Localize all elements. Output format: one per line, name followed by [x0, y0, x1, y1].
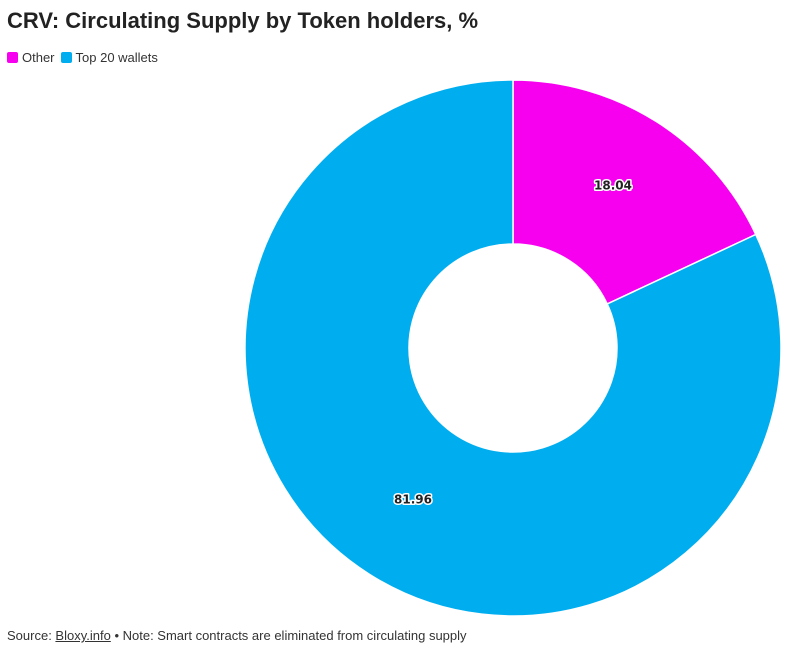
donut-slice-top-20-wallets[interactable] — [244, 79, 782, 617]
legend-label-top-20-wallets: Top 20 wallets — [75, 50, 158, 65]
slice-label-other: 18.04 — [594, 179, 632, 193]
footer-note: • Note: Smart contracts are eliminated f… — [110, 628, 467, 643]
chart-title: CRV: Circulating Supply by Token holders… — [7, 8, 479, 33]
legend-item-other[interactable]: Other — [7, 50, 55, 65]
legend-label-other: Other — [22, 50, 55, 65]
legend-item-top-20-wallets[interactable]: Top 20 wallets — [60, 50, 158, 65]
footer: Source: Bloxy.info • Note: Smart contrac… — [7, 628, 467, 643]
legend-swatch-other — [7, 52, 18, 63]
source-link[interactable]: Bloxy.info — [55, 628, 111, 643]
donut-slice-other[interactable] — [512, 79, 757, 305]
source-prefix: Source: — [7, 628, 56, 643]
legend: Other Top 20 wallets — [7, 50, 164, 65]
legend-swatch-top-20-wallets — [60, 52, 72, 63]
slice-label-top-20-wallets: 81.96 — [394, 493, 432, 507]
